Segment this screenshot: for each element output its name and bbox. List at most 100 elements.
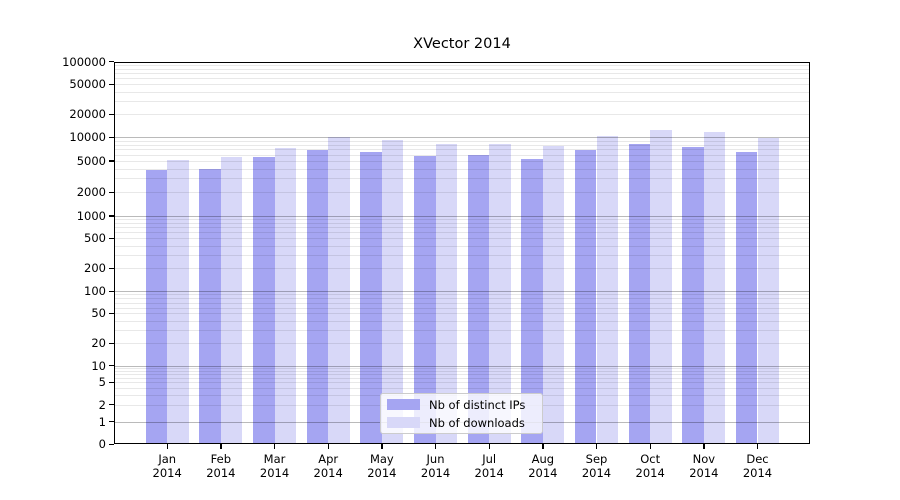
y-tick xyxy=(108,267,114,270)
gridline-minor xyxy=(114,368,810,370)
legend: Nb of distinct IPs Nb of downloads xyxy=(380,393,543,434)
gridline-minor xyxy=(114,313,810,315)
y-tick xyxy=(108,312,114,315)
y-tick-label: 200 xyxy=(84,261,106,276)
y-tick-label: 2 xyxy=(98,397,106,412)
y-tick-label: 50000 xyxy=(69,77,106,92)
y-tick-label: 1000 xyxy=(76,208,106,223)
y-tick-label: 10 xyxy=(91,358,106,373)
x-tick xyxy=(542,444,544,449)
bar-downloads-mar xyxy=(274,148,296,444)
bar-downloads-aug xyxy=(542,145,565,444)
x-tick xyxy=(327,444,329,449)
x-tick-label: May 2014 xyxy=(367,452,397,480)
gridline-minor xyxy=(114,64,810,66)
gridline-minor xyxy=(114,91,810,93)
gridline-minor xyxy=(114,294,810,296)
y-tick-label: 2000 xyxy=(76,185,106,200)
gridline-minor xyxy=(114,84,810,86)
legend-label-distinct-ips: Nb of distinct IPs xyxy=(429,397,526,412)
y-tick-label: 1 xyxy=(98,414,106,429)
y-tick-label: 20000 xyxy=(69,107,106,122)
bar-distinct-ips-mar xyxy=(253,157,275,444)
gridline-minor xyxy=(114,387,810,389)
gridline-minor xyxy=(114,140,810,142)
y-tick xyxy=(108,237,114,240)
x-tick xyxy=(435,444,437,449)
gridline-minor xyxy=(114,154,810,156)
y-tick xyxy=(108,443,114,445)
y-tick xyxy=(108,61,114,63)
y-tick xyxy=(108,160,114,162)
gridline-minor xyxy=(114,238,810,240)
gridline-minor xyxy=(114,223,810,225)
y-tick xyxy=(108,404,114,406)
y-tick xyxy=(108,113,114,116)
x-tick xyxy=(220,444,222,449)
x-tick-label: Jun 2014 xyxy=(420,452,451,480)
bar-downloads-nov xyxy=(703,132,726,444)
x-tick-label: Aug 2014 xyxy=(528,452,558,480)
x-tick xyxy=(703,444,705,449)
x-tick-label: Oct 2014 xyxy=(635,452,665,480)
gridline-minor xyxy=(114,320,810,322)
legend-label-downloads: Nb of downloads xyxy=(429,415,525,430)
x-tick-label: Jan 2014 xyxy=(152,452,182,480)
gridline-minor xyxy=(114,298,810,300)
bar-downloads-dec xyxy=(757,137,779,444)
x-tick-label: Feb 2014 xyxy=(206,452,236,480)
gridline-minor xyxy=(114,160,810,162)
gridline-major xyxy=(114,215,810,217)
y-tick xyxy=(108,290,114,292)
gridline-minor xyxy=(114,149,810,151)
bar-downloads-jul xyxy=(489,144,511,444)
bar-downloads-sep xyxy=(596,136,618,444)
x-tick xyxy=(757,444,759,449)
y-tick-label: 5000 xyxy=(76,153,106,168)
y-tick xyxy=(108,191,114,193)
gridline-minor xyxy=(114,78,810,80)
y-tick xyxy=(108,381,114,384)
y-tick xyxy=(108,342,114,344)
y-tick-label: 0 xyxy=(98,437,106,451)
legend-item-downloads: Nb of downloads xyxy=(387,416,536,430)
bar-distinct-ips-sep xyxy=(575,150,597,444)
legend-swatch-downloads xyxy=(387,417,420,428)
bar-downloads-may xyxy=(381,140,404,444)
x-tick-label: Nov 2014 xyxy=(689,452,719,480)
chart-title: XVector 2014 xyxy=(413,36,511,52)
bar-distinct-ips-apr xyxy=(306,150,329,444)
bar-downloads-jun xyxy=(435,143,457,444)
x-tick-label: Sep 2014 xyxy=(581,452,612,480)
y-tick xyxy=(108,136,114,139)
y-tick-label: 500 xyxy=(84,231,106,246)
x-tick xyxy=(596,444,598,449)
bar-downloads-jan xyxy=(167,159,189,444)
y-tick xyxy=(108,365,114,367)
y-tick-label: 100 xyxy=(84,284,106,298)
bar-distinct-ips-jun xyxy=(414,155,436,444)
gridline-minor xyxy=(114,370,810,372)
gridline-minor xyxy=(114,68,810,70)
bar-distinct-ips-nov xyxy=(682,146,704,444)
gridline-minor xyxy=(114,329,810,331)
gridline-minor xyxy=(114,255,810,257)
y-tick-label: 5 xyxy=(98,375,106,390)
y-tick xyxy=(108,83,114,86)
gridline-major xyxy=(114,137,810,139)
y-tick-label: 20 xyxy=(91,336,106,351)
gridline-minor xyxy=(114,343,810,345)
x-tick xyxy=(649,444,651,449)
x-tick xyxy=(274,444,276,449)
gridline-minor xyxy=(114,232,810,234)
gridline-minor xyxy=(114,73,810,75)
gridline-major xyxy=(114,291,810,292)
gridline-minor xyxy=(114,192,810,194)
gridline-minor xyxy=(114,144,810,146)
bar-distinct-ips-aug xyxy=(521,158,543,444)
gridline-minor xyxy=(114,377,810,379)
gridline-minor xyxy=(114,382,810,384)
x-tick xyxy=(488,444,490,449)
bar-distinct-ips-oct xyxy=(628,144,651,444)
